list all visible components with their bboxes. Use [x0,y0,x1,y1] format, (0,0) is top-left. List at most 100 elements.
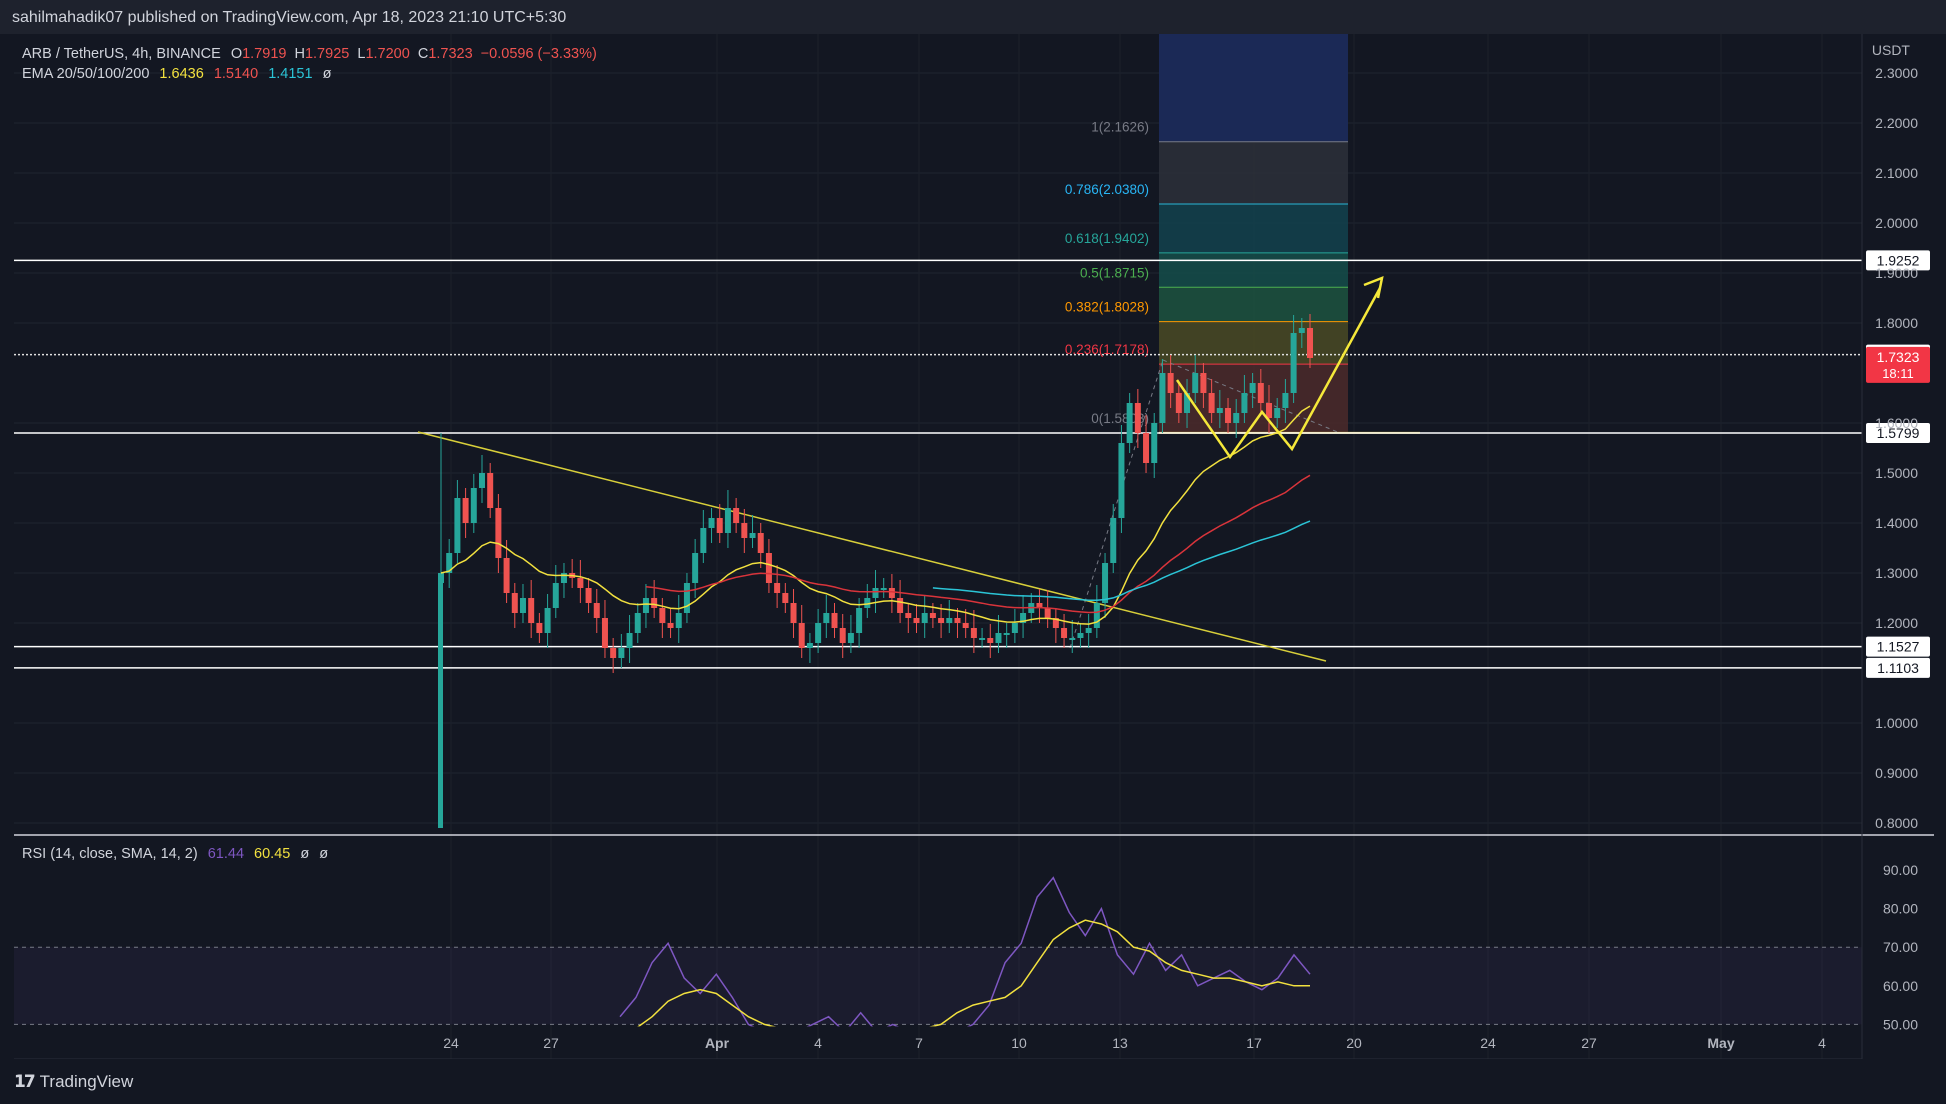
candle-body [864,598,871,608]
fib-level-label: 0.786(2.0380) [1065,182,1149,197]
time-tick-label: 4 [1818,1035,1826,1051]
fib-level-label: 0.382(1.8028) [1065,300,1149,315]
last-price-tag [1866,346,1930,383]
candle-body [1175,393,1182,413]
ohlc-change: −0.0596 (−3.33%) [480,46,597,62]
candle-body [1020,613,1027,623]
candle-body [1282,393,1289,408]
time-tick-label: Apr [705,1035,730,1051]
time-tick-label: 7 [915,1035,923,1051]
fib-zone-band [1159,204,1348,253]
ema20-value: 1.6436 [159,66,204,82]
candle-body [626,633,633,648]
candle-body [897,598,904,613]
ohlc-low: 1.7200 [365,46,410,62]
candle-body [946,618,953,623]
candle-body [544,608,551,633]
candle-body [790,603,797,623]
candle-body [462,498,469,523]
candle-body [601,618,608,648]
rsi-value: 61.44 [207,846,245,862]
rsi-label[interactable]: RSI (14, close, SMA, 14, 2) [22,846,198,862]
candle-body [1052,618,1059,628]
candle-body [470,488,477,523]
candle-body [536,623,543,633]
candle-body [749,533,756,538]
ema50-value: 1.5140 [213,66,259,82]
publish-header: sahilmahadik07 published on TradingView.… [0,0,1946,34]
ohlc-open-label: O [230,46,243,62]
rsi-sma-value: 60.45 [254,846,291,862]
candle-body [962,623,969,628]
fib-zone-band [1159,252,1348,288]
time-tick-label: 17 [1246,1035,1262,1051]
price-tick-label: 1.0000 [1875,715,1918,731]
candle-body [1143,433,1150,463]
double-bottom-pattern [1175,287,1382,460]
time-tick-label: 13 [1112,1035,1128,1051]
candle-body [675,613,682,628]
candle-body [519,598,526,613]
candle-body [454,498,461,553]
symbol-name[interactable]: ARB / TetherUS, 4h, BINANCE [22,46,221,62]
rsi-tick-label: 70.00 [1883,939,1918,955]
ema100-line [932,520,1311,601]
time-tick-label: 24 [443,1035,459,1051]
candle-body [733,508,740,523]
candle-body [1225,408,1232,423]
rsi-sma-line [637,919,1310,1027]
symbol-line: ARB / TetherUS, 4h, BINANCE O1.7919 H1.7… [22,44,597,64]
fib-level-label: 0.618(1.9402) [1065,231,1149,246]
candle-body [1257,383,1264,403]
level-price-tag [1866,657,1930,678]
candle-body [979,638,986,640]
candle-body [929,613,936,618]
rsi-line [619,876,1311,1027]
ema50-line [645,474,1311,614]
candle-body [1290,333,1297,393]
candle-body [1003,633,1010,635]
price-tick-label: 1.8000 [1875,315,1918,331]
last-price-label: 1.7323 [1877,349,1920,365]
tradingview-logo[interactable]: 𝟭𝟳 TradingView [14,1072,133,1092]
fib-level-label: 1(2.1626) [1091,120,1149,135]
fib-level-label: 0.5(1.8715) [1080,265,1149,280]
ema-label[interactable]: EMA 20/50/100/200 [22,66,150,82]
candle-body [1085,628,1092,633]
fib-level-label: 0.236(1.7178) [1065,342,1149,357]
grid [14,34,1862,1059]
candle-body [692,553,699,583]
ema-line: EMA 20/50/100/200 1.6436 1.5140 1.4151 ø [22,64,597,84]
horizontal-levels: 1.92521.73671.57991.15271.11031.732318:1… [14,250,1930,678]
tradingview-brand: TradingView [39,1072,134,1091]
candle-body [1307,328,1313,358]
candle-body [1069,638,1076,640]
ema100-value: 1.4151 [268,66,313,82]
footer [0,1059,1946,1104]
price-tick-label: 1.3000 [1875,565,1918,581]
ohlc-low-label: L [357,46,366,62]
candle-body [1011,623,1018,633]
candle-body [806,643,813,648]
fibonacci-extension: 1(2.1626) 0.786(2.0380) 0.618(1.9402) 0.5(1… [1065,34,1420,649]
candle-body [1077,633,1084,638]
candle-body [774,583,781,593]
candle-body [552,583,559,608]
rsi-tick-label: 50.00 [1883,1016,1918,1032]
time-tick-label: 24 [1480,1035,1496,1051]
candle-body [610,648,617,658]
candle-body [938,618,945,623]
candle-body [1036,603,1043,608]
candle-body [585,588,592,603]
candle-body [815,623,822,643]
candle-body [438,573,444,583]
candle-body [1134,403,1141,433]
candle-body [1208,393,1215,413]
time-tick-label: 20 [1346,1035,1362,1051]
level-price-tag [1866,250,1930,271]
descending-trendline [417,431,1327,662]
candle-body [1298,328,1305,333]
candle-body [1118,443,1125,518]
candle-body [1200,373,1207,393]
